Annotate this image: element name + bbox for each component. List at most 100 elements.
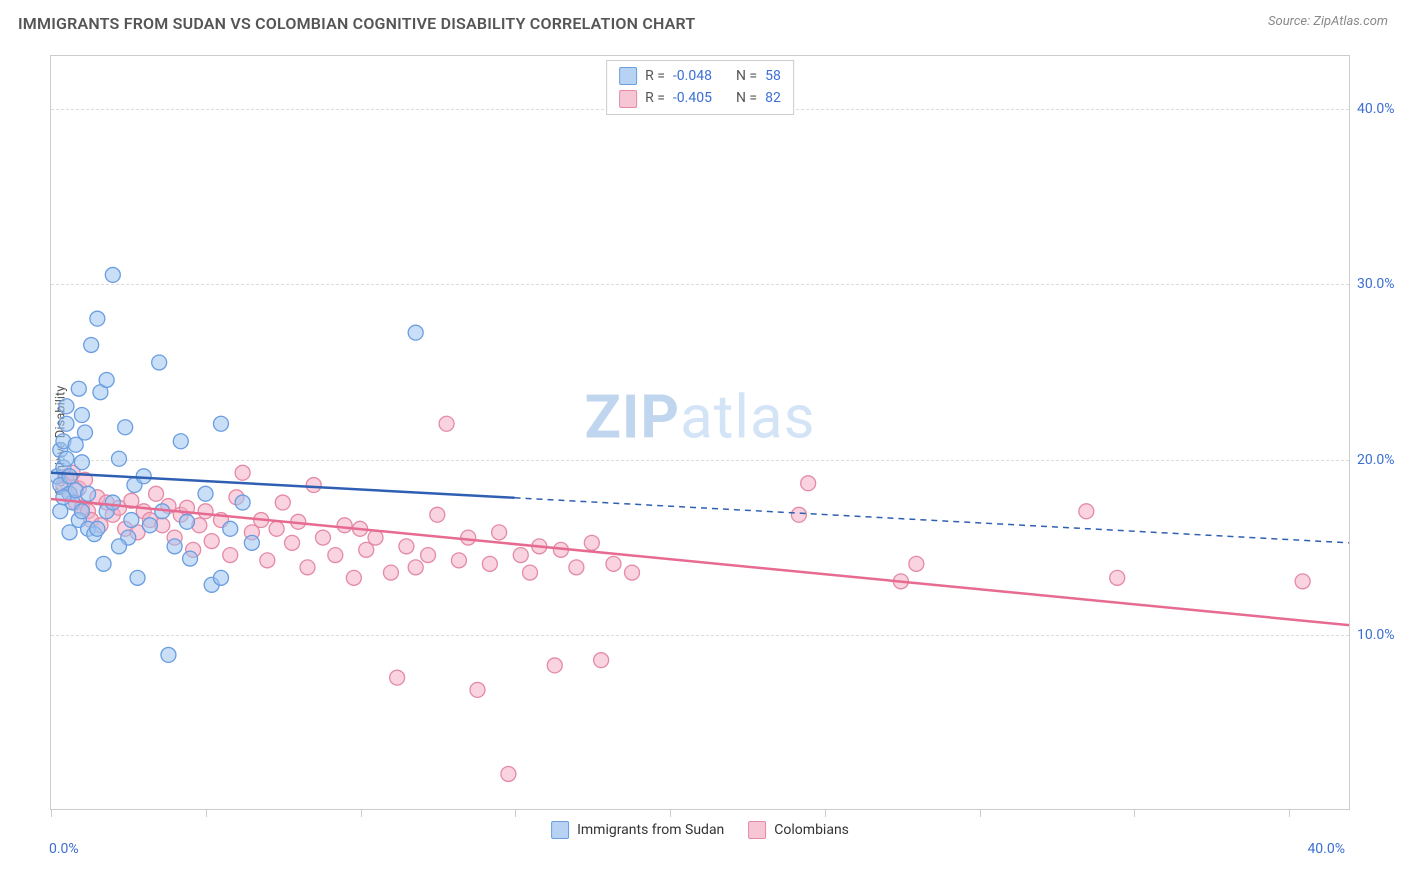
colombians-point — [547, 658, 562, 673]
colombians-point — [390, 670, 405, 685]
colombians-point — [306, 478, 321, 493]
x-tick — [206, 809, 207, 817]
colombians-point — [328, 548, 343, 563]
grid-h — [51, 284, 1349, 285]
watermark: ZIPatlas — [584, 382, 815, 453]
x-tick — [361, 809, 362, 817]
x-tick — [980, 809, 981, 817]
sudan-point — [84, 337, 99, 352]
sudan-fit-line — [51, 473, 515, 498]
colombians-point — [105, 507, 120, 522]
watermark-light: atlas — [680, 382, 815, 453]
sudan-point — [121, 530, 136, 545]
y-tick-label: 20.0% — [1357, 452, 1406, 468]
colombians-point — [439, 416, 454, 431]
colombians-point — [594, 653, 609, 668]
colombians-point — [337, 518, 352, 533]
colombians-point — [186, 542, 201, 557]
sudan-point — [198, 486, 213, 501]
colombians-point — [482, 556, 497, 571]
swatch-colombians — [619, 90, 637, 108]
colombians-point — [269, 521, 284, 536]
colombians-point — [112, 500, 127, 515]
r-label: R = — [645, 87, 665, 109]
y-axis-label: Cognitive Disability — [54, 385, 69, 495]
sudan-point — [213, 416, 228, 431]
sudan-point — [161, 647, 176, 662]
colombians-point — [179, 500, 194, 515]
sudan-point — [118, 420, 133, 435]
colombians-point — [124, 493, 139, 508]
swatch-sudan-b — [551, 821, 569, 839]
colombians-point — [90, 490, 105, 505]
chart-title: IMMIGRANTS FROM SUDAN VS COLOMBIAN COGNI… — [18, 14, 695, 33]
x-tick — [825, 809, 826, 817]
sudan-point — [105, 267, 120, 282]
colombians-point — [260, 553, 275, 568]
grid-h — [51, 460, 1349, 461]
colombians-point — [513, 548, 528, 563]
colombians-point — [461, 530, 476, 545]
plot-area: Cognitive Disability ZIPatlas 10.0%20.0%… — [50, 55, 1350, 810]
sudan-point — [62, 525, 77, 540]
colombians-point — [149, 486, 164, 501]
sudan-point — [179, 514, 194, 529]
sudan-point — [74, 455, 89, 470]
sudan-point — [213, 570, 228, 585]
sudan-point — [99, 372, 114, 387]
y-tick-label: 10.0% — [1357, 627, 1406, 643]
source-label: Source: ZipAtlas.com — [1268, 14, 1388, 29]
colombians-point — [408, 560, 423, 575]
n-label: N = — [736, 87, 757, 109]
sudan-point — [167, 539, 182, 554]
colombians-point — [801, 476, 816, 491]
colombians-point — [353, 521, 368, 536]
sudan-point — [155, 504, 170, 519]
colombians-point — [155, 518, 170, 533]
sudan-point — [71, 513, 86, 528]
colombians-point — [470, 682, 485, 697]
sudan-point — [71, 381, 86, 396]
colombians-point — [451, 553, 466, 568]
swatch-colombians-b — [748, 821, 766, 839]
colombians-point — [346, 570, 361, 585]
watermark-bold: ZIP — [584, 382, 680, 453]
sudan-point — [127, 478, 142, 493]
colombians-point — [584, 535, 599, 550]
colombians-point — [1079, 504, 1094, 519]
x-tick — [515, 809, 516, 817]
y-tick-label: 40.0% — [1357, 101, 1406, 117]
sudan-point — [124, 513, 139, 528]
x-tick — [1134, 809, 1135, 817]
colombians-point — [130, 525, 145, 540]
sudan-point — [105, 495, 120, 510]
sudan-point — [136, 469, 151, 484]
x-tick — [1289, 809, 1290, 817]
colombians-point — [161, 499, 176, 514]
sudan-point — [74, 408, 89, 423]
x-tick — [670, 809, 671, 817]
sudan-point — [90, 311, 105, 326]
legend-item-sudan: Immigrants from Sudan — [551, 821, 724, 839]
legend-item-colombians: Colombians — [748, 821, 849, 839]
sudan-point — [81, 486, 96, 501]
legend-row-sudan: R = -0.048 N = 58 — [619, 65, 781, 87]
sudan-point — [130, 570, 145, 585]
colombians-point — [192, 518, 207, 533]
colombians-point — [625, 565, 640, 580]
colombians-point — [68, 495, 83, 510]
sudan-point — [173, 434, 188, 449]
r-value-colombians: -0.405 — [673, 87, 712, 109]
correlation-legend: R = -0.048 N = 58 R = -0.405 N = 82 — [606, 60, 794, 115]
colombians-point — [244, 525, 259, 540]
scatter-svg — [51, 56, 1349, 809]
colombians-point — [275, 495, 290, 510]
sudan-point — [93, 385, 108, 400]
sudan-point — [204, 577, 219, 592]
sudan-point — [65, 495, 80, 510]
legend-row-colombians: R = -0.405 N = 82 — [619, 87, 781, 109]
swatch-sudan — [619, 67, 637, 85]
colombians-point — [254, 513, 269, 528]
sudan-point — [183, 551, 198, 566]
sudan-point — [99, 504, 114, 519]
